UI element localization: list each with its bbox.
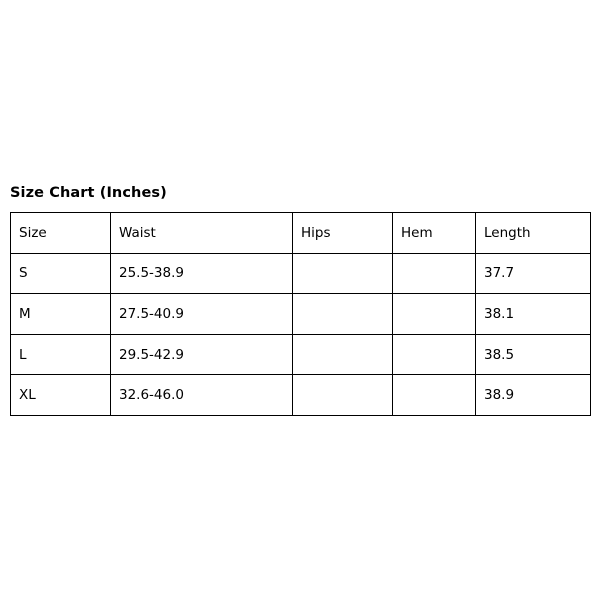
cell-length: 38.5: [475, 333, 591, 376]
table-row: M 27.5-40.9 38.1: [10, 293, 591, 335]
column-header-size: Size: [10, 212, 111, 254]
table-header-row: Size Waist Hips Hem Length: [10, 212, 591, 254]
cell-size: L: [10, 333, 111, 376]
cell-size: XL: [10, 374, 111, 416]
size-chart-table-container: Size Waist Hips Hem Length S 25.5-38.9 3…: [10, 212, 591, 416]
table-row: XL 32.6-46.0 38.9: [10, 374, 591, 416]
cell-size: S: [10, 252, 111, 295]
cell-hem: [392, 293, 476, 335]
cell-length: 38.1: [475, 293, 591, 335]
cell-hips: [292, 333, 393, 376]
column-header-hips: Hips: [292, 212, 393, 254]
cell-hem: [392, 333, 476, 376]
cell-hem: [392, 374, 476, 416]
cell-waist: 32.6-46.0: [110, 374, 293, 416]
column-header-waist: Waist: [110, 212, 293, 254]
cell-length: 38.9: [475, 374, 591, 416]
table-header: Size Waist Hips Hem Length: [10, 212, 591, 254]
table-row: L 29.5-42.9 38.5: [10, 333, 591, 376]
cell-hips: [292, 252, 393, 295]
cell-hips: [292, 293, 393, 335]
column-header-hem: Hem: [392, 212, 476, 254]
cell-hips: [292, 374, 393, 416]
size-chart-table: Size Waist Hips Hem Length S 25.5-38.9 3…: [10, 212, 591, 416]
page-title: Size Chart (Inches): [10, 185, 167, 201]
cell-waist: 25.5-38.9: [110, 252, 293, 295]
cell-length: 37.7: [475, 252, 591, 295]
column-header-length: Length: [475, 212, 591, 254]
cell-size: M: [10, 293, 111, 335]
table-row: S 25.5-38.9 37.7: [10, 252, 591, 295]
table-body: S 25.5-38.9 37.7 M 27.5-40.9 38.1 L 29.5…: [10, 252, 591, 416]
cell-waist: 27.5-40.9: [110, 293, 293, 335]
cell-hem: [392, 252, 476, 295]
cell-waist: 29.5-42.9: [110, 333, 293, 376]
